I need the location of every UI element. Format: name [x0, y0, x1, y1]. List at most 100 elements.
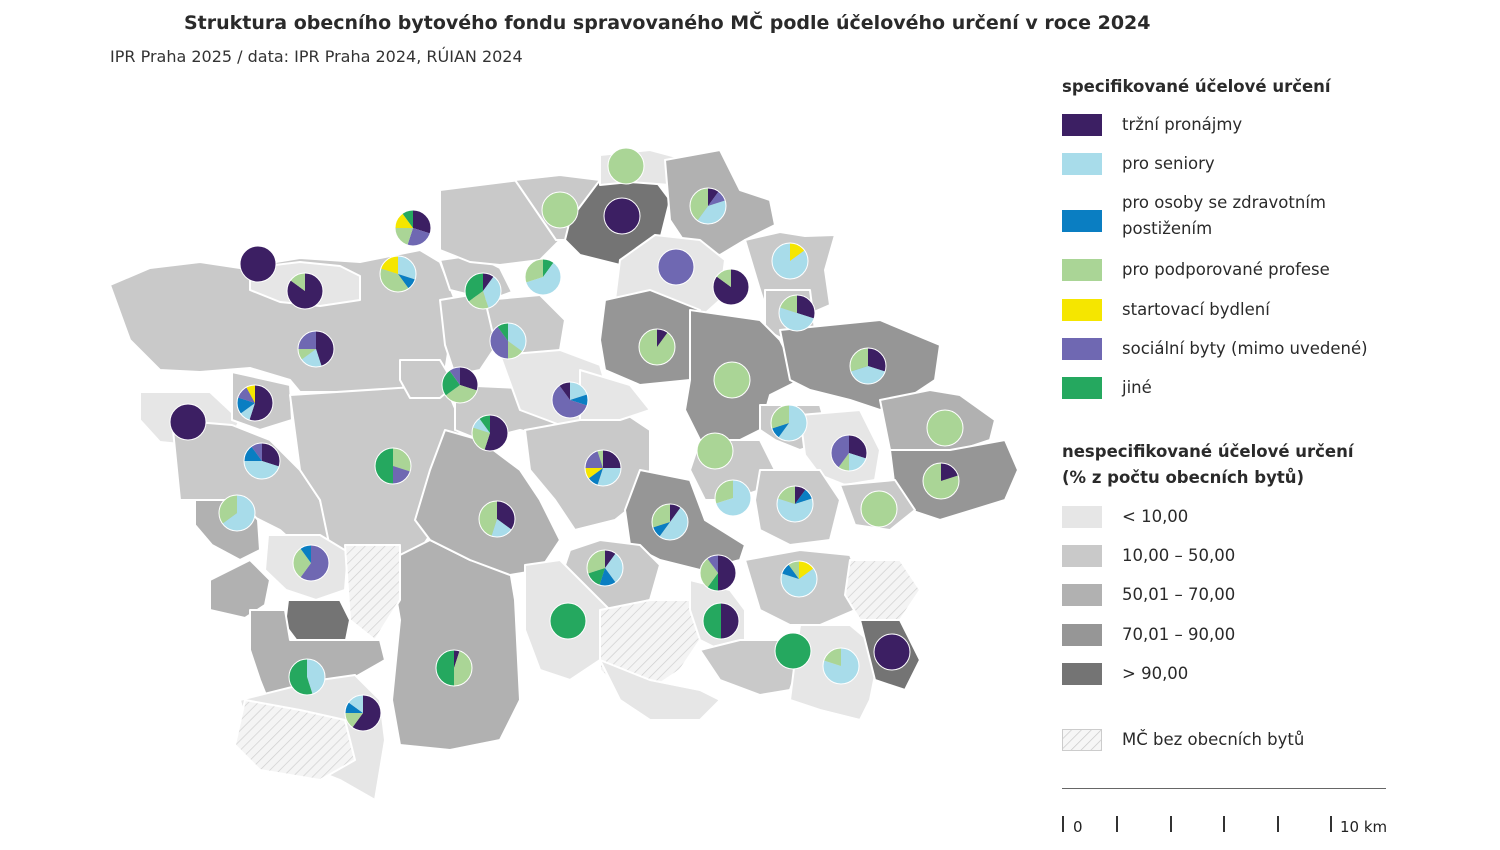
district-pie-chart [607, 147, 645, 185]
pie-slice-postizeni [588, 468, 603, 486]
prague-map [109, 147, 1019, 801]
district-pie-chart [873, 633, 911, 671]
pie-slice-seniory [398, 256, 417, 280]
pie-slice-socialni [298, 331, 316, 349]
legend-swatch-class3 [1062, 584, 1102, 606]
pie-slice-trzni [559, 382, 570, 400]
pie-slice-profese [777, 486, 795, 504]
pie-outline [770, 404, 808, 442]
district-pie-charts [169, 147, 964, 732]
pie-outline [713, 361, 751, 399]
district-pie-chart [689, 187, 727, 225]
pie-outline [638, 328, 676, 366]
pie-slice-seniory [301, 349, 322, 367]
district-pie-chart [771, 242, 809, 280]
district-pie-chart [169, 403, 207, 441]
pie-slice-trzni [849, 435, 868, 459]
scale-bar: 0 10 km [1062, 788, 1387, 836]
pie-slice-profese [700, 558, 718, 588]
legend-swatch-no-flats [1062, 729, 1102, 751]
pie-outline [689, 187, 727, 225]
scale-tick [1170, 816, 1172, 832]
pie-slice-jine [479, 415, 490, 433]
pie-outline [394, 209, 432, 247]
legend-specified-heading: specifikované účelové určení [1062, 77, 1331, 96]
pie-slice-seniory [348, 695, 363, 713]
legend-swatch-jine [1062, 377, 1102, 399]
pie-slice-postizeni [398, 274, 416, 289]
pie-outline [774, 632, 812, 670]
pie-slice-profese [638, 329, 675, 366]
district-class3 [209, 559, 271, 619]
district-pie-chart [702, 602, 740, 640]
pie-slice-socialni [551, 385, 588, 419]
pie-slice-seniory [849, 453, 867, 471]
pie-outline [524, 258, 562, 296]
pie-outline [236, 384, 274, 422]
pie-outline [607, 147, 645, 185]
pie-slice-jine [707, 573, 718, 591]
pie-outline [860, 490, 898, 528]
district-no-flats [844, 559, 921, 621]
legend-swatch-seniory [1062, 153, 1102, 175]
pie-slice-trzni [941, 463, 959, 481]
pie-slice-profese [690, 188, 708, 221]
district-pie-chart [638, 328, 676, 366]
legend-item-class1: < 10,00 [1062, 506, 1188, 530]
pie-outline [169, 403, 207, 441]
legend-label-jine: jiné [1122, 378, 1152, 397]
pie-outline [218, 494, 256, 532]
pie-slice-trzni [713, 269, 750, 306]
pie-slice-postizeni [244, 446, 262, 461]
pie-slice-seniory [777, 498, 813, 522]
pie-slice-profese [468, 291, 489, 309]
legend-item-class5: > 90,00 [1062, 663, 1188, 687]
pie-slice-seniory [525, 262, 562, 296]
legend-item-profese: pro podporované profese [1062, 259, 1330, 283]
pie-outline [651, 503, 689, 541]
district-areas [109, 149, 1019, 801]
pie-slice-profese [393, 448, 412, 472]
legend-label-class3: 50,01 – 70,00 [1122, 585, 1236, 604]
pie-slice-trzni [316, 331, 335, 367]
pie-slice-profese [508, 341, 523, 359]
legend-unspecified-heading: nespecifikované účelové určení [1062, 442, 1354, 461]
pie-slice-postizeni [599, 568, 616, 586]
pie-slice-profese [714, 480, 733, 504]
district-pie-chart [603, 197, 641, 235]
pie-slice-profese [849, 348, 868, 372]
district-class5 [284, 599, 351, 646]
pie-outline [830, 434, 868, 472]
district-pie-chart [776, 485, 814, 523]
pie-slice-postizeni [300, 545, 311, 563]
pie-slice-jine [775, 633, 811, 669]
pie-outline [471, 414, 509, 452]
district-pie-chart [584, 449, 622, 487]
pie-slice-jine [587, 568, 605, 586]
pie-outline [603, 197, 641, 235]
pie-slice-trzni [708, 188, 719, 206]
pie-slice-socialni [490, 326, 508, 359]
pie-slice-seniory [240, 403, 255, 421]
pie-slice-profese [542, 192, 578, 228]
pie-slice-socialni [251, 443, 262, 461]
pie-slice-seniory [605, 553, 623, 583]
pie-slice-profese [608, 148, 644, 184]
scale-label-end: 10 km [1340, 818, 1388, 836]
pie-slice-profese [838, 453, 849, 471]
pie-outline [696, 432, 734, 470]
pie-outline [873, 633, 911, 671]
pie-slice-socialni [585, 450, 603, 468]
pie-slice-jine [436, 650, 454, 686]
legend-item-seniory: pro seniory [1062, 153, 1215, 177]
pie-slice-profese [788, 561, 799, 579]
pie-slice-trzni [287, 273, 324, 309]
pie-slice-trzni [483, 273, 494, 291]
pie-slice-jine [703, 603, 721, 639]
pie-slice-socialni [300, 545, 330, 582]
district-pie-chart [524, 258, 562, 296]
district-pie-chart [288, 658, 326, 696]
pie-outline [464, 272, 502, 310]
pie-slice-startovaci [395, 213, 413, 228]
pie-slice-socialni [708, 191, 726, 206]
